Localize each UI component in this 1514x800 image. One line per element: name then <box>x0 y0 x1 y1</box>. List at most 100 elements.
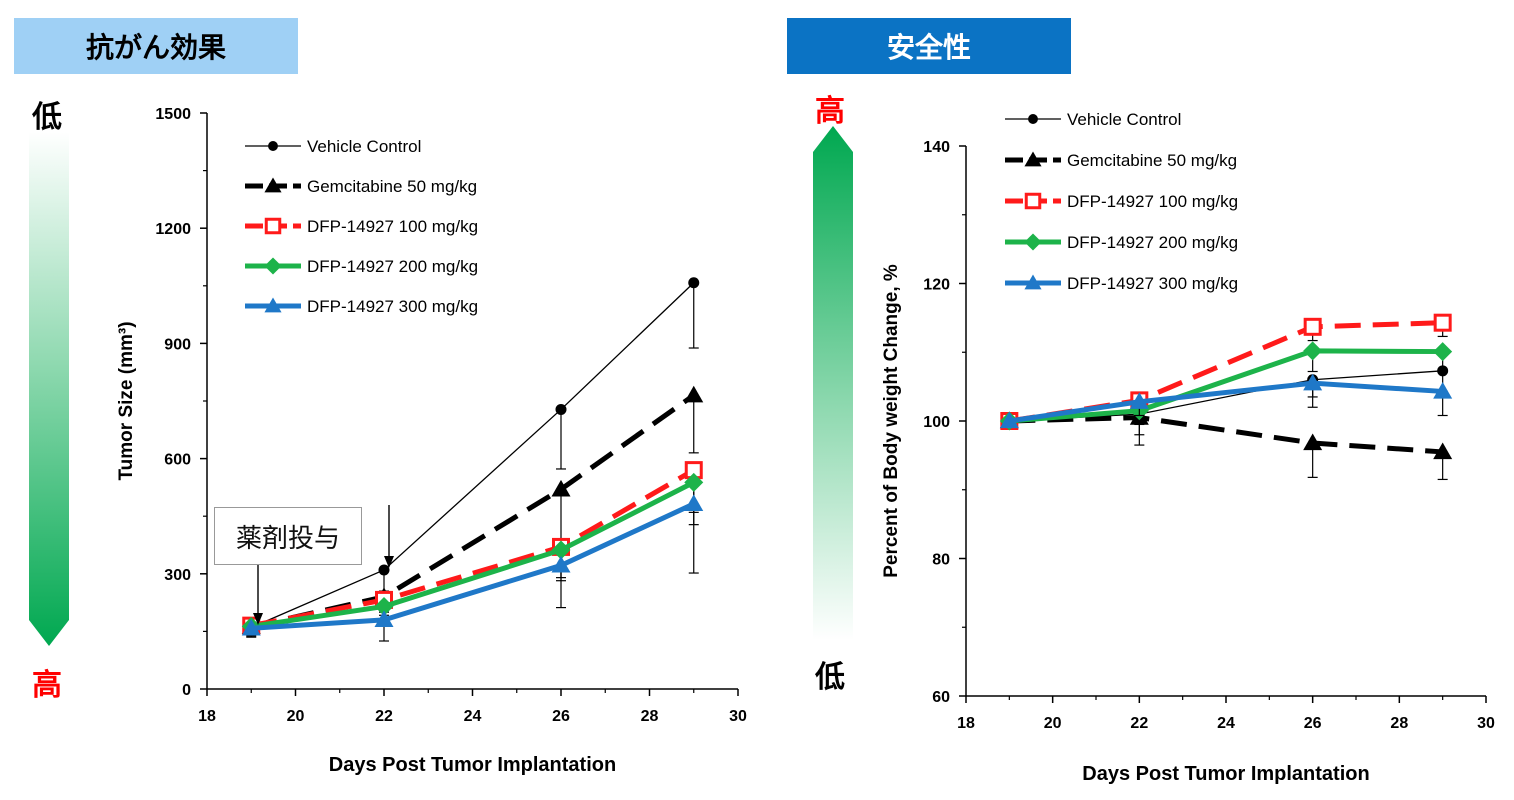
legend-marker <box>264 177 282 193</box>
data-point <box>1433 313 1452 332</box>
data-point <box>999 411 1019 429</box>
data-point <box>374 596 394 616</box>
data-point <box>241 618 261 636</box>
x-tick-label: 24 <box>1217 715 1235 732</box>
x-tick-label: 20 <box>1044 715 1062 732</box>
safety-banner: 安全性 <box>787 18 1071 74</box>
data-point <box>684 385 704 403</box>
data-point <box>684 494 704 512</box>
y-tick-label: 140 <box>923 139 950 156</box>
data-point <box>684 472 704 492</box>
data-point <box>1433 442 1453 460</box>
data-point <box>1303 373 1323 391</box>
series-line <box>250 480 695 629</box>
series-line <box>1009 348 1443 424</box>
left-scale-arrow-icon <box>29 132 69 646</box>
legend-marker <box>1024 233 1042 251</box>
series-line <box>250 467 696 629</box>
legend-marker <box>1028 114 1038 124</box>
data-point <box>555 403 567 415</box>
dosing-arrow-head-icon <box>253 613 263 625</box>
legend-label: DFP-14927 200 mg/kg <box>307 257 478 276</box>
data-point <box>374 610 394 628</box>
x-tick-label: 24 <box>464 708 482 725</box>
legend-label: Vehicle Control <box>1067 110 1181 129</box>
legend-label: Gemcitabine 50 mg/kg <box>307 177 477 196</box>
y-axis-label: Tumor Size (mm³) <box>116 321 137 480</box>
legend-marker <box>1024 274 1042 290</box>
data-point <box>1129 392 1149 409</box>
y-tick-label: 0 <box>182 682 191 699</box>
legend: Vehicle Control Gemcitabine 50 mg/kg DFP-1… <box>245 137 478 316</box>
data-point <box>551 479 571 497</box>
x-tick-label: 18 <box>198 708 216 725</box>
y-tick-label: 100 <box>923 414 950 431</box>
x-tick-label: 30 <box>729 708 747 725</box>
legend-marker <box>1024 192 1042 210</box>
legend-label: DFP-14927 200 mg/kg <box>1067 233 1238 252</box>
series-vehicle <box>1003 365 1449 436</box>
data-point <box>1433 342 1453 362</box>
x-tick-label: 22 <box>1130 715 1148 732</box>
series-dfp300 <box>999 373 1453 429</box>
legend-label: DFP-14927 300 mg/kg <box>307 297 478 316</box>
right-scale-bottom-label: 低 <box>815 660 845 695</box>
series-line <box>1008 320 1443 424</box>
left-scale-top-label: 低 <box>32 100 62 135</box>
y-tick-label: 900 <box>164 336 191 353</box>
series-line <box>250 393 696 630</box>
x-tick-label: 18 <box>957 715 975 732</box>
legend-marker <box>1024 151 1042 167</box>
efficacy-banner: 抗がん効果 <box>14 18 298 74</box>
legend-marker <box>268 141 278 151</box>
series-line <box>1008 380 1443 424</box>
series-line <box>250 282 695 629</box>
x-tick-label: 28 <box>1390 715 1408 732</box>
data-point <box>551 555 571 573</box>
legend-marker <box>264 297 282 313</box>
legend-label: Gemcitabine 50 mg/kg <box>1067 151 1237 170</box>
x-tick-label: 28 <box>641 708 659 725</box>
right-scale-top-label: 高 <box>815 94 845 129</box>
legend: Vehicle Control Gemcitabine 50 mg/kg DFP-1… <box>1005 110 1238 293</box>
legend-label: DFP-14927 100 mg/kg <box>307 217 478 236</box>
series-line <box>251 501 695 631</box>
dosing-arrows <box>253 505 394 625</box>
series-dfp300 <box>241 494 704 642</box>
y-tick-label: 300 <box>164 567 191 584</box>
y-tick-label: 120 <box>923 277 950 294</box>
data-point <box>1303 317 1322 336</box>
drug-administration-note: 薬剤投与 <box>214 507 362 565</box>
y-tick-label: 80 <box>932 552 950 569</box>
y-tick-label: 600 <box>164 452 191 469</box>
x-tick-label: 30 <box>1477 715 1495 732</box>
y-tick-label: 60 <box>932 689 950 706</box>
y-tick-label: 1500 <box>155 106 191 123</box>
left-scale-bottom-label: 高 <box>32 668 62 703</box>
series-line <box>1009 415 1443 455</box>
y-axis-label: Percent of Body weight Change, % <box>881 264 902 578</box>
axes: 60 80 100 120 140 18 20 22 24 26 28 30 Days Post Tum… <box>881 139 1495 785</box>
data-point <box>1303 433 1323 451</box>
axes: 0 300 600 900 1200 1500 18 20 22 24 26 28 30 Days Pos… <box>116 106 747 776</box>
legend-label: Vehicle Control <box>307 137 421 156</box>
data-point <box>1303 341 1323 361</box>
legend-label: DFP-14927 300 mg/kg <box>1067 274 1238 293</box>
right-scale-arrow-icon <box>813 126 853 640</box>
x-axis-label: Days Post Tumor Implantation <box>1082 763 1369 785</box>
x-tick-label: 26 <box>1304 715 1322 732</box>
x-axis-label: Days Post Tumor Implantation <box>329 754 616 776</box>
legend-marker <box>264 257 282 275</box>
data-point <box>688 277 700 289</box>
legend-label: DFP-14927 100 mg/kg <box>1067 192 1238 211</box>
data-point <box>551 540 571 560</box>
x-tick-label: 20 <box>287 708 305 725</box>
data-point <box>378 564 390 576</box>
dosing-arrow-head-icon <box>384 556 394 568</box>
x-tick-label: 22 <box>375 708 393 725</box>
x-tick-label: 26 <box>552 708 570 725</box>
legend-marker <box>264 217 282 235</box>
data-point <box>1433 381 1453 399</box>
